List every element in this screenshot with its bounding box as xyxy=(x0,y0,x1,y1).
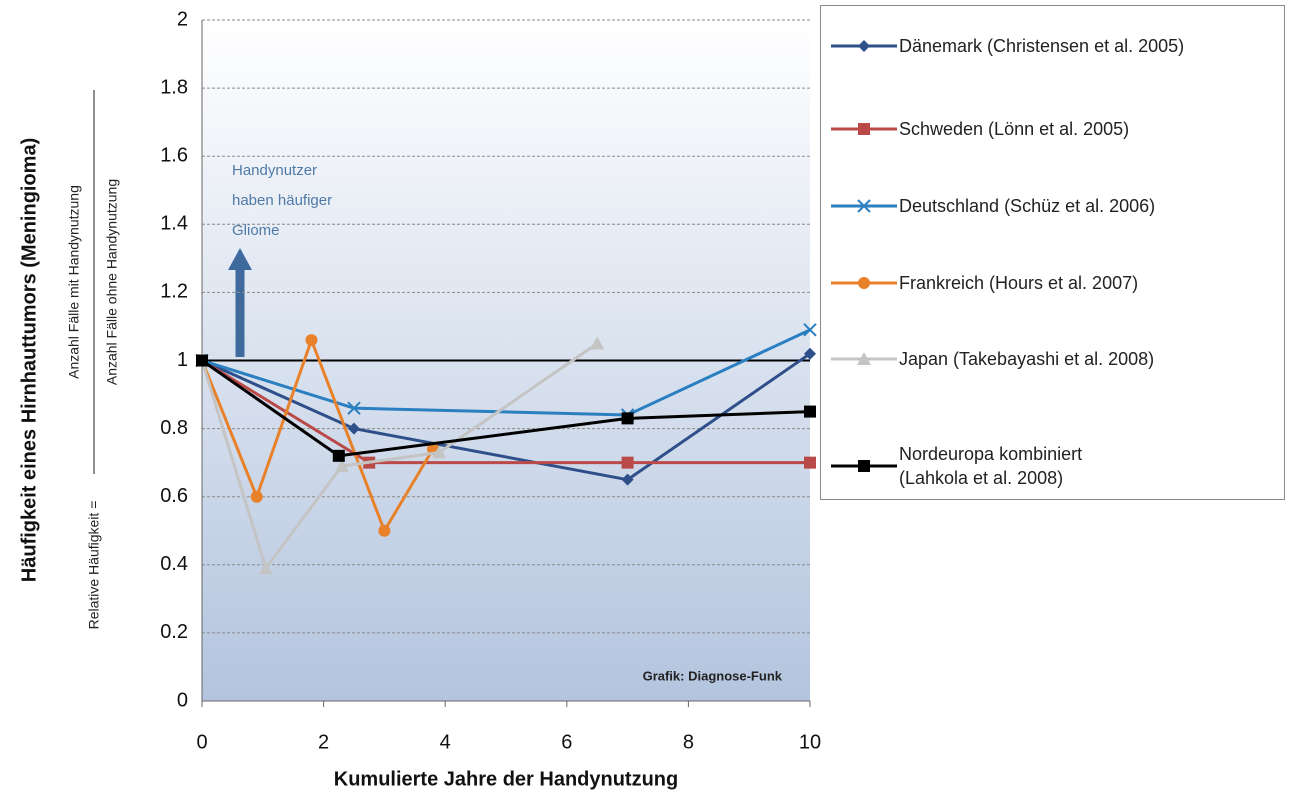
x-tick-label: 0 xyxy=(196,731,207,753)
marker xyxy=(621,412,634,425)
marker xyxy=(348,422,360,435)
legend-label: Frankreich (Hours et al. 2007) xyxy=(899,273,1139,293)
marker xyxy=(803,323,817,337)
legend-entry: Schweden (Lönn et al. 2005) xyxy=(829,115,1129,143)
marker xyxy=(858,460,870,472)
marker xyxy=(258,561,273,575)
marker xyxy=(857,199,871,213)
marker xyxy=(621,456,634,469)
legend: Dänemark (Christensen et al. 2005) Schwed… xyxy=(820,5,1285,500)
legend-icon xyxy=(831,40,897,52)
y-tick-label: 0.8 xyxy=(160,417,188,439)
y-tick-label: 0.2 xyxy=(160,621,188,643)
legend-entry: Japan (Takebayashi et al. 2008) xyxy=(829,345,1154,373)
x-tick-label: 8 xyxy=(683,731,694,753)
y-tick-label: 1.8 xyxy=(160,76,188,98)
series-line xyxy=(201,359,811,458)
y-tick-label: 1.6 xyxy=(160,144,188,166)
y-tick-label: 2 xyxy=(177,8,188,30)
marker xyxy=(804,456,816,469)
marker xyxy=(334,459,349,473)
marker xyxy=(621,473,634,486)
y-tick-label: 0.6 xyxy=(160,485,188,507)
y-tick-label: 0.4 xyxy=(160,553,188,575)
credit: Grafik: Diagnose-Funk xyxy=(643,668,783,683)
marker xyxy=(857,352,871,365)
x-tick-label: 6 xyxy=(561,731,572,753)
legend-entry: Deutschland (Schüz et al. 2006) xyxy=(829,192,1155,220)
legend-entry: Frankreich (Hours et al. 2007) xyxy=(829,269,1138,297)
fraction-denominator: Anzahl Fälle ohne Handynutzung xyxy=(104,179,120,385)
annotation: Handynutzer haben häufiger Gliome xyxy=(232,162,333,239)
x-tick-label: 4 xyxy=(440,731,451,753)
legend-label: Nordeuropa kombiniert (Lahkola et al. 20… xyxy=(899,444,1083,488)
series-line xyxy=(201,352,811,482)
marker xyxy=(332,449,345,462)
marker xyxy=(250,490,263,503)
arrow-head xyxy=(228,248,252,270)
marker xyxy=(804,405,816,418)
legend-entry: Nordeuropa kombiniert (Lahkola et al. 20… xyxy=(829,442,1082,490)
marker xyxy=(347,401,361,415)
marker xyxy=(378,524,391,537)
legend-icon xyxy=(831,199,897,213)
legend-label: Deutschland (Schüz et al. 2006) xyxy=(899,196,1156,216)
marker xyxy=(432,445,447,459)
marker xyxy=(858,40,870,52)
legend-icon xyxy=(831,123,897,135)
marker xyxy=(196,354,208,367)
series-line xyxy=(201,328,811,417)
x-axis-title: Kumulierte Jahre der Handynutzung xyxy=(334,768,679,790)
legend-icon xyxy=(831,460,897,472)
legend-entry: Dänemark (Christensen et al. 2005) xyxy=(829,32,1184,60)
y-tick-label: 1.4 xyxy=(160,213,188,235)
legend-label: Dänemark (Christensen et al. 2005) xyxy=(899,36,1185,56)
legend-label: Schweden (Lönn et al. 2005) xyxy=(899,119,1130,139)
marker xyxy=(858,123,870,135)
y-tick-label: 1 xyxy=(177,349,188,371)
marker xyxy=(305,334,318,347)
fraction-numerator: Anzahl Fälle mit Handynutzung xyxy=(66,185,82,379)
x-tick-label: 10 xyxy=(799,731,821,753)
marker xyxy=(858,277,870,289)
marker xyxy=(804,347,816,360)
marker xyxy=(590,336,605,350)
y-tick-label: 0 xyxy=(177,689,188,711)
x-tick-label: 2 xyxy=(318,731,329,753)
legend-icon xyxy=(831,352,897,365)
y-axis-subtitle: Relative Häufigkeit = xyxy=(86,501,102,630)
y-tick-label: 1.2 xyxy=(160,281,188,303)
y-axis-title: Häufigkeit eines Hirnhauttumors (Meningi… xyxy=(18,138,40,582)
legend-label: Japan (Takebayashi et al. 2008) xyxy=(899,349,1155,369)
legend-icon xyxy=(831,277,897,289)
